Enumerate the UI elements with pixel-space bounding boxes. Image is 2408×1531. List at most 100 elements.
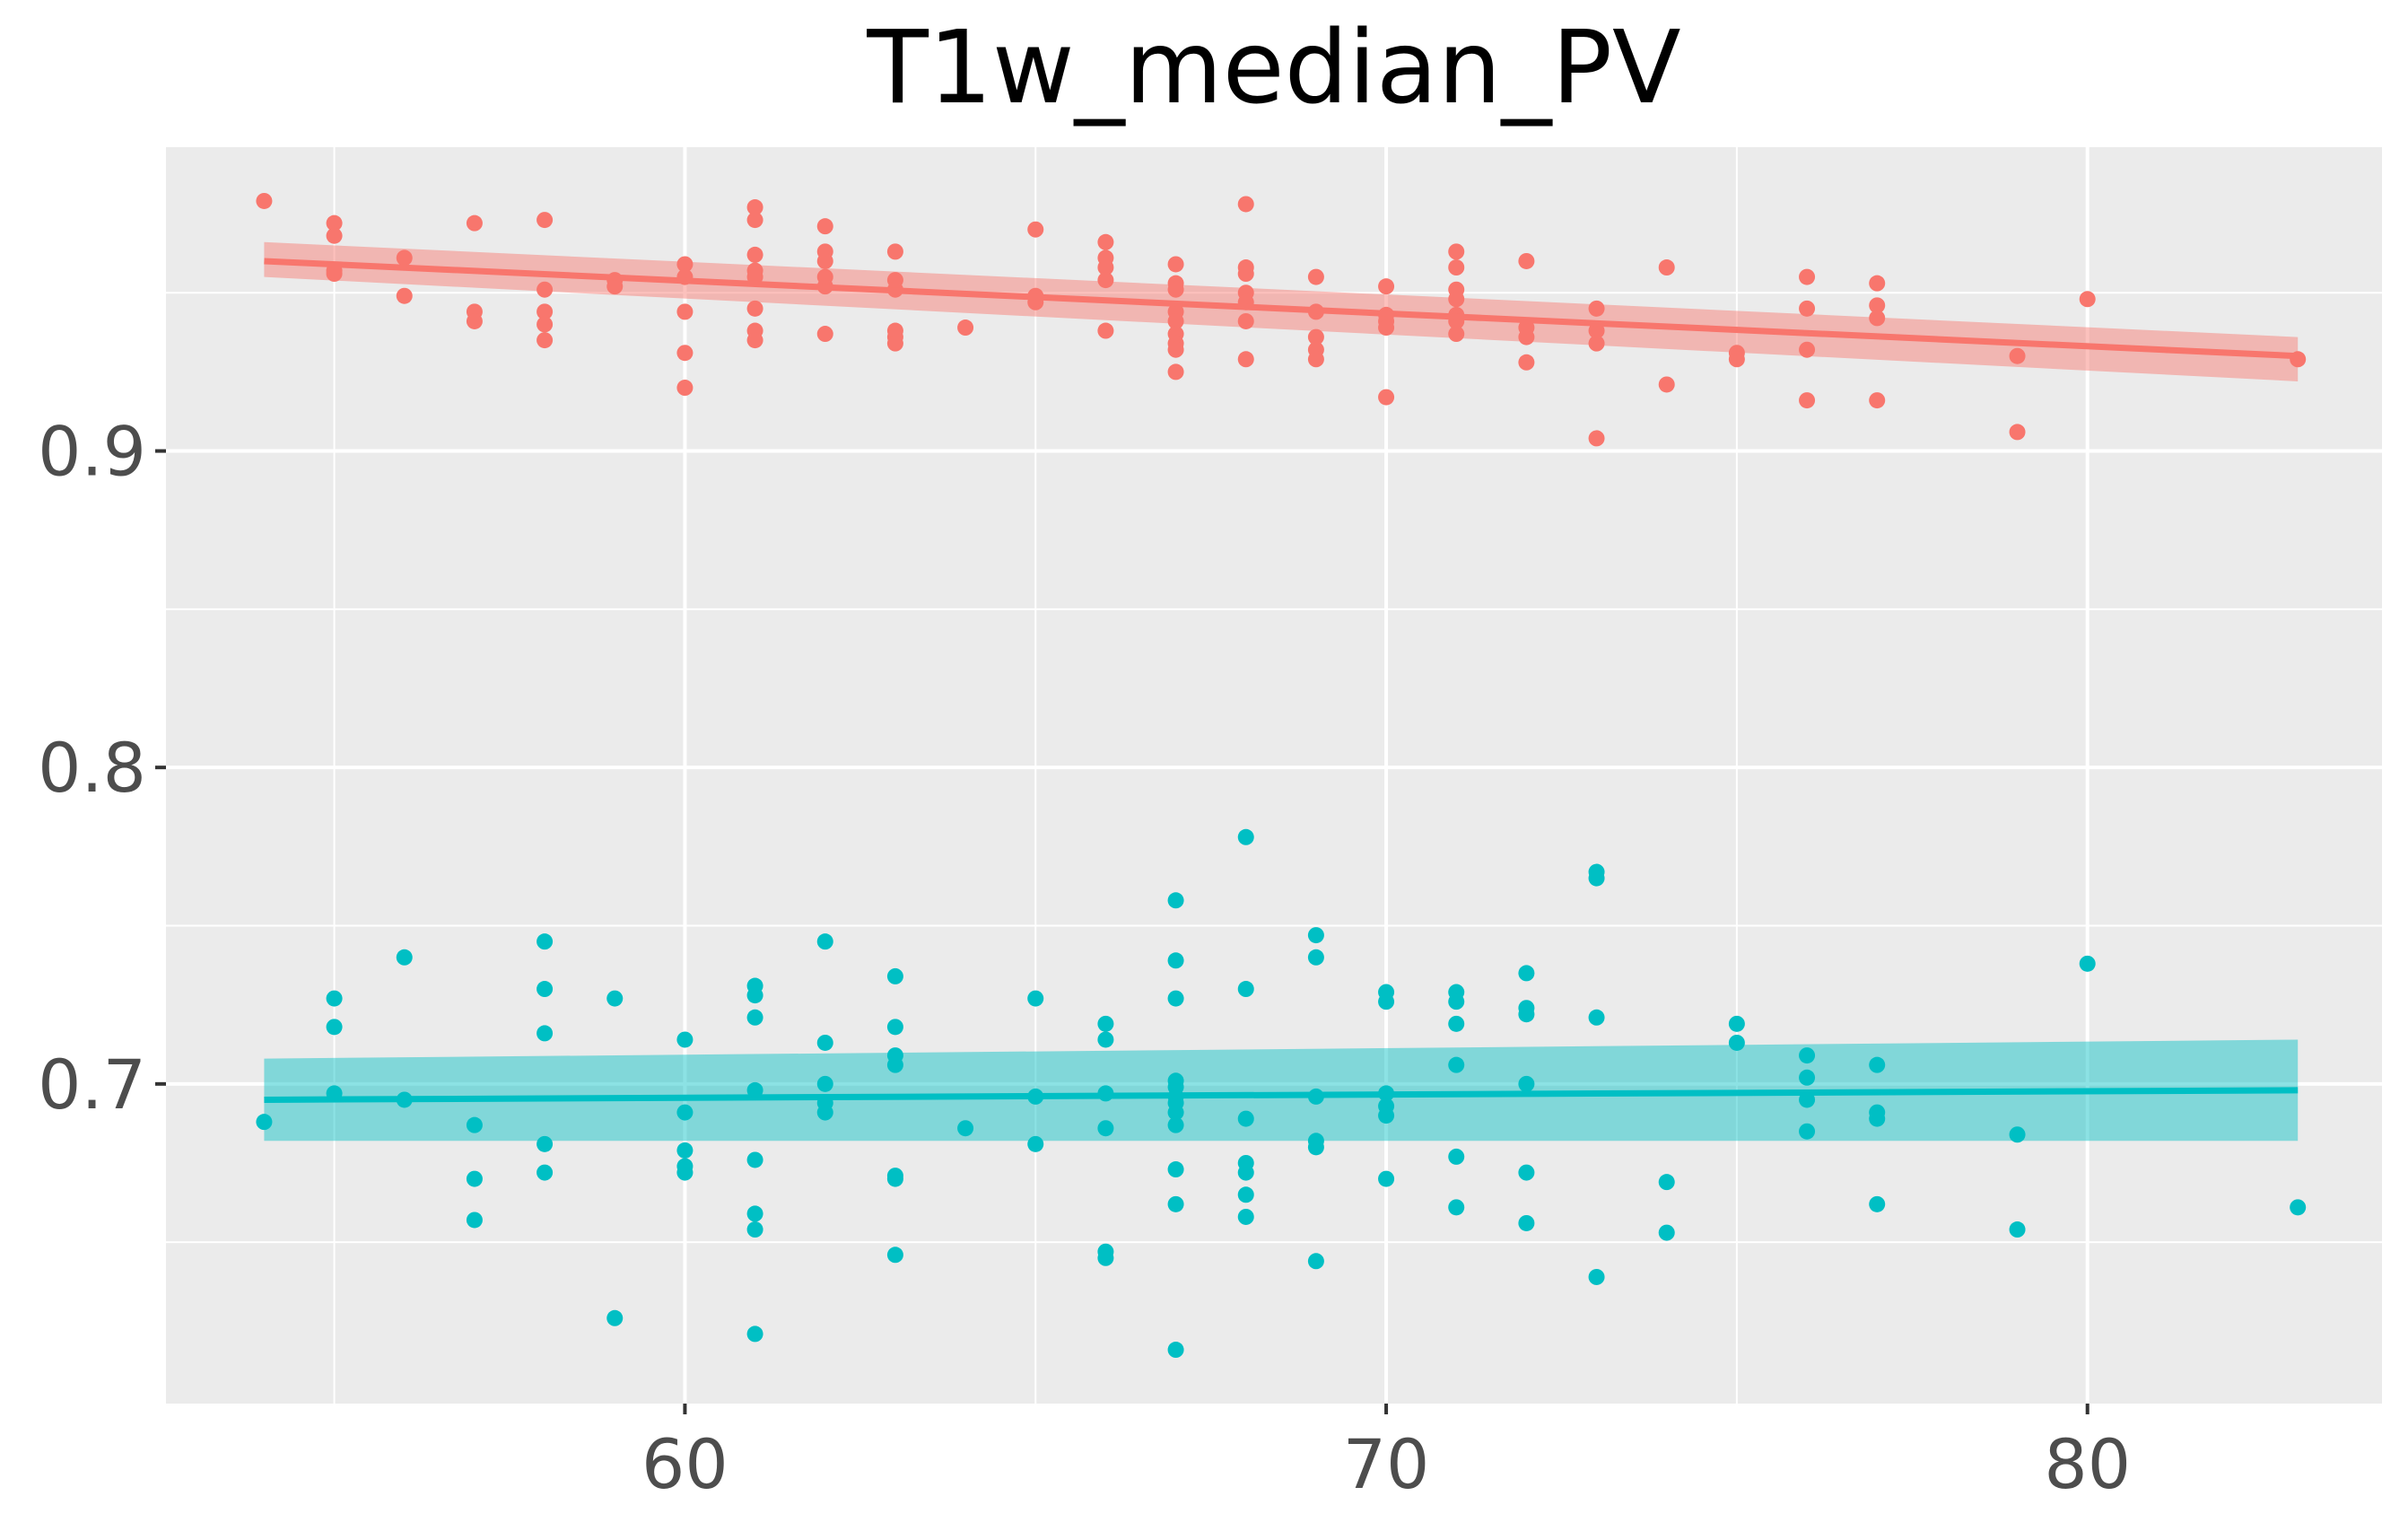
data-point [886,243,903,260]
data-point [1518,328,1535,346]
data-point [1448,1148,1465,1165]
axes: 60 70 80 0.7 0.8 0.9 [38,412,2131,1504]
data-point [537,933,554,950]
data-point [1097,1031,1114,1048]
data-point [676,303,694,320]
data-point [886,1019,903,1036]
data-points [256,192,2307,1359]
data-point [1658,376,1675,393]
data-point [746,300,763,317]
data-point [816,1075,833,1092]
data-point [1658,1174,1675,1191]
data-point [2009,1126,2026,1143]
data-point [1518,1006,1535,1023]
data-point [1869,310,1886,327]
data-point [537,303,554,320]
data-point [1237,1208,1254,1225]
data-point [1237,1164,1254,1181]
x-tick-label: 80 [2044,1424,2131,1504]
data-point [1799,392,1816,409]
data-point [326,1019,343,1036]
data-point [957,1120,974,1137]
data-point [1167,1104,1184,1121]
data-point [466,1212,483,1229]
data-point [1378,993,1395,1010]
data-point [1869,275,1886,292]
data-point [1237,196,1254,213]
data-point [676,1164,694,1181]
data-point [676,1104,694,1121]
data-point [1167,1342,1184,1359]
data-point [326,227,343,244]
data-point [746,1205,763,1222]
data-point [1237,266,1254,283]
data-point [1167,256,1184,273]
data-point [1799,341,1816,358]
chart-title: T1w_median_PV [867,10,1681,127]
data-point [1869,1056,1886,1073]
data-point [746,1151,763,1168]
data-point [1448,243,1465,260]
data-point [1167,952,1184,969]
data-point [537,212,554,229]
data-point [1728,351,1745,368]
data-point [396,287,413,304]
data-point [816,1104,833,1121]
data-point [2009,347,2026,364]
data-point [1307,351,1324,368]
data-point [1518,965,1535,982]
data-point [1097,272,1114,289]
data-point [1378,278,1395,295]
data-point [1448,326,1465,343]
data-point [466,1116,483,1133]
data-point [676,380,694,397]
data-point [1588,335,1605,352]
data-point [1167,892,1184,909]
data-point [746,1081,763,1098]
data-point [537,332,554,349]
data-point [1167,1195,1184,1212]
data-point [1448,993,1465,1010]
data-point [1307,268,1324,285]
data-point [1869,1195,1886,1212]
data-point [1307,1253,1324,1270]
x-tick-label: 70 [1343,1424,1430,1504]
data-point [1167,312,1184,329]
data-point [1869,297,1886,314]
data-point [957,319,974,337]
data-point [1097,259,1114,276]
data-point [1728,1034,1745,1051]
data-point [1237,312,1254,329]
data-point [2079,955,2096,972]
data-point [1237,1186,1254,1203]
data-point [1097,322,1114,339]
data-point [746,1221,763,1238]
data-point [326,214,343,232]
data-point [1378,319,1395,337]
data-point [606,1309,624,1326]
data-point [1307,927,1324,944]
data-point [886,1056,903,1073]
data-point [537,1135,554,1152]
data-point [886,967,903,984]
data-point [746,212,763,229]
data-point [537,1025,554,1042]
data-point [1307,949,1324,966]
data-point [1097,233,1114,250]
confidence-band-0 [264,241,2299,381]
data-point [537,316,554,333]
data-point [746,199,763,216]
data-point [1518,354,1535,371]
data-point [2009,424,2026,441]
data-point [816,1034,833,1051]
data-point [466,214,483,232]
data-point [1728,1015,1745,1032]
data-point [1167,341,1184,358]
data-point [676,1142,694,1159]
data-point [396,949,413,966]
fit-lines [264,258,2299,1103]
data-point [886,1170,903,1187]
data-point [1237,351,1254,368]
data-point [1518,252,1535,269]
